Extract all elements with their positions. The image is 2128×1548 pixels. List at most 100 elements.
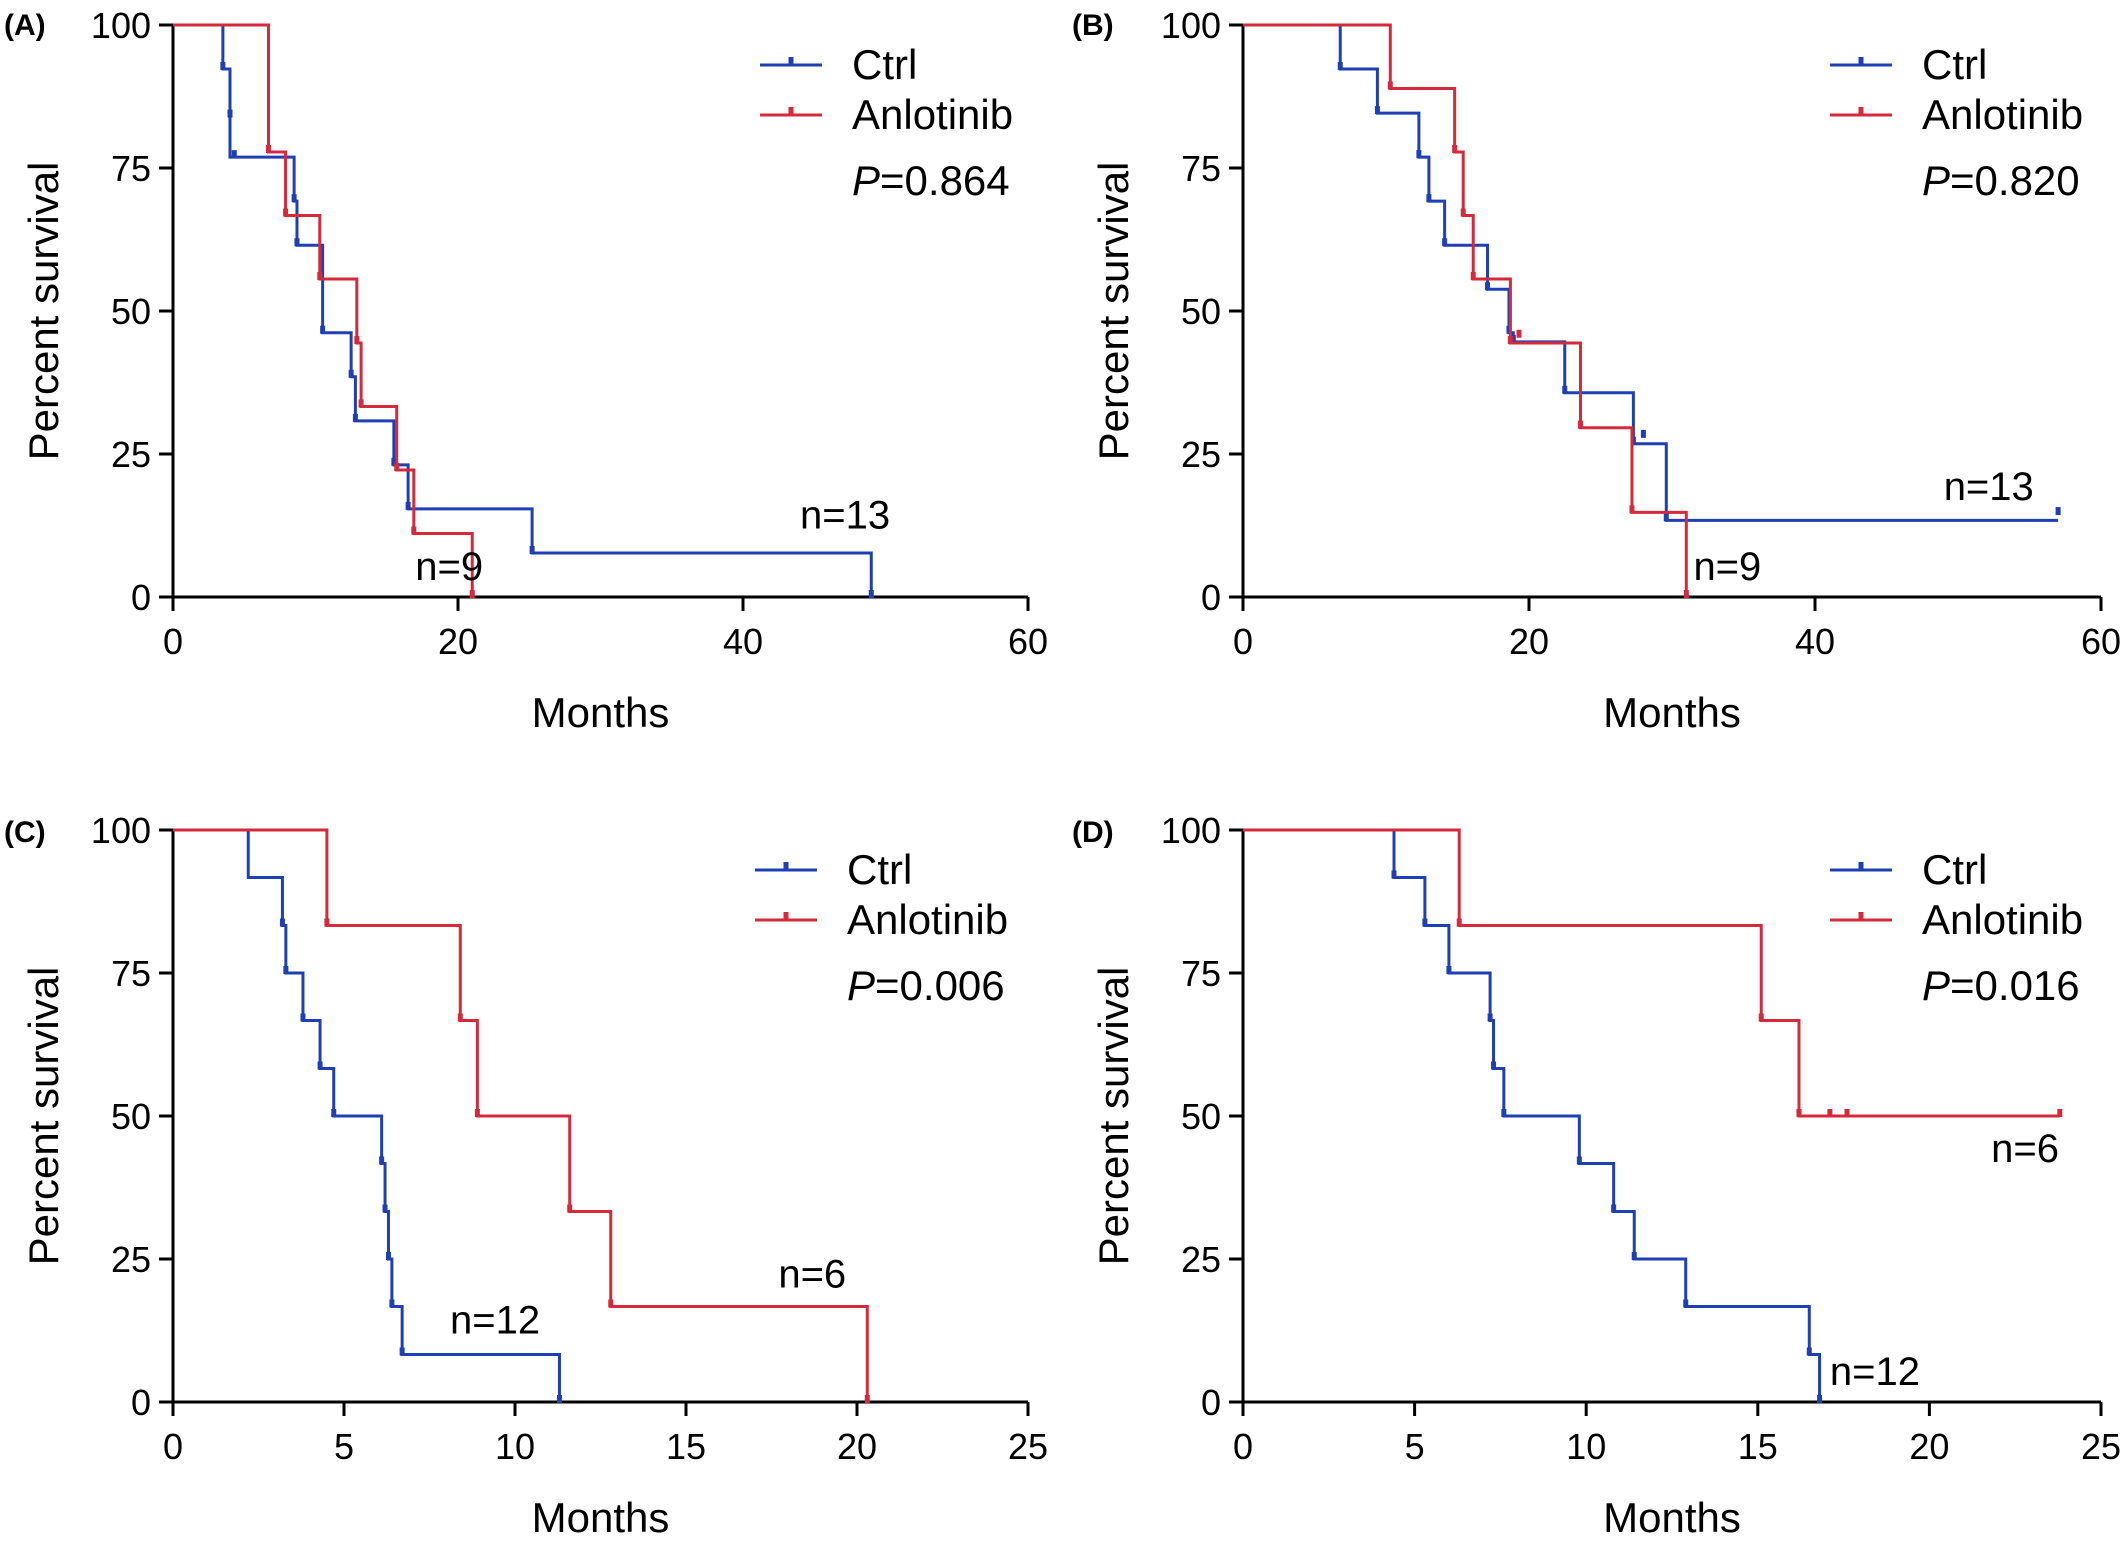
- series-ctrl: n=13: [1243, 23, 2061, 522]
- y-tick-label: 25: [1181, 1239, 1221, 1280]
- y-axis-title: Percent survival: [1090, 162, 1137, 461]
- x-tick-label: 0: [1233, 621, 1253, 662]
- y-tick-label: 0: [131, 577, 151, 618]
- x-axis-title: Months: [1603, 689, 1741, 736]
- y-axis-title: Percent survival: [20, 967, 67, 1266]
- legend-label-anlotinib: Anlotinib: [847, 896, 1008, 943]
- x-tick-label: 5: [334, 1426, 354, 1467]
- y-tick-label: 25: [1181, 434, 1221, 475]
- y-tick-label: 75: [1181, 953, 1221, 994]
- y-axis-title: Percent survival: [20, 162, 67, 461]
- x-axis-title: Months: [532, 689, 670, 736]
- y-tick-label: 50: [111, 1096, 151, 1137]
- y-tick-label: 75: [111, 953, 151, 994]
- y-tick-label: 100: [91, 5, 151, 46]
- x-tick-label: 20: [1509, 621, 1549, 662]
- n-label-anlotinib: n=9: [415, 545, 483, 589]
- p-value-number: =0.864: [880, 157, 1010, 204]
- series-anlotinib: n=9: [173, 23, 483, 598]
- series-ctrl: n=12: [173, 828, 562, 1403]
- y-tick-label: 50: [1181, 291, 1221, 332]
- p-value-symbol: P: [1922, 962, 1950, 1009]
- chart-panel-4: (D) 0 25 50 75 100 0 5 10 15 20 25 Months Percent sur…: [1072, 810, 2121, 1541]
- x-tick-label: 0: [163, 621, 183, 662]
- x-tick-label: 20: [1909, 1426, 1949, 1467]
- y-tick-label: 0: [1201, 1382, 1221, 1423]
- p-value-number: =0.006: [875, 962, 1005, 1009]
- series-ctrl: n=13: [173, 23, 890, 598]
- legend-label-ctrl: Ctrl: [1922, 846, 1987, 893]
- x-tick-label: 0: [1233, 1426, 1253, 1467]
- p-value: P=0.864: [852, 157, 1010, 204]
- p-value-symbol: P: [1922, 157, 1950, 204]
- x-tick-label: 60: [2081, 621, 2121, 662]
- y-tick-label: 50: [1181, 1096, 1221, 1137]
- x-tick-label: 15: [666, 1426, 706, 1467]
- x-tick-label: 25: [2081, 1426, 2121, 1467]
- panel-label: (A): [4, 9, 46, 42]
- n-label-ctrl: n=13: [800, 493, 890, 537]
- y-axis-title: Percent survival: [1090, 967, 1137, 1266]
- y-tick-label: 75: [111, 148, 151, 189]
- y-tick-label: 0: [131, 1382, 151, 1423]
- n-label-anlotinib: n=9: [1693, 545, 1761, 589]
- n-label-anlotinib: n=6: [1991, 1127, 2059, 1171]
- x-tick-label: 10: [1566, 1426, 1606, 1467]
- series-anlotinib: n=6: [173, 828, 870, 1403]
- p-value-symbol: P: [852, 157, 880, 204]
- x-tick-label: 20: [837, 1426, 877, 1467]
- x-tick-label: 15: [1738, 1426, 1778, 1467]
- series-anlotinib: n=9: [1243, 23, 1761, 598]
- n-label-ctrl: n=12: [1830, 1350, 1920, 1394]
- chart-panel-2: (B) 0 25 50 75 100 0 20 40 60 Months Percent surviv…: [1072, 5, 2121, 736]
- x-tick-label: 60: [1008, 621, 1048, 662]
- y-tick-label: 75: [1181, 148, 1221, 189]
- y-tick-label: 25: [111, 1239, 151, 1280]
- survival-curve-ctrl: [1243, 828, 1822, 1402]
- legend-label-anlotinib: Anlotinib: [1922, 91, 2083, 138]
- survival-curve-ctrl: [173, 23, 873, 597]
- x-tick-label: 40: [723, 621, 763, 662]
- n-label-ctrl: n=12: [450, 1298, 540, 1342]
- survival-curve-anlotinib: [1243, 828, 2060, 1118]
- legend-label-ctrl: Ctrl: [852, 41, 917, 88]
- p-value: P=0.016: [1922, 962, 2080, 1009]
- legend-label-anlotinib: Anlotinib: [1922, 896, 2083, 943]
- y-tick-label: 100: [1161, 5, 1221, 46]
- y-tick-label: 0: [1201, 577, 1221, 618]
- survival-curve-anlotinib: [1243, 23, 1688, 597]
- panel-label: (C): [4, 816, 46, 849]
- y-tick-label: 50: [111, 291, 151, 332]
- x-tick-label: 10: [495, 1426, 535, 1467]
- y-tick-label: 25: [111, 434, 151, 475]
- legend-label-anlotinib: Anlotinib: [852, 91, 1013, 138]
- p-value-number: =0.016: [1950, 962, 2080, 1009]
- legend-label-ctrl: Ctrl: [1922, 41, 1987, 88]
- series-anlotinib: n=6: [1243, 828, 2063, 1171]
- p-value-number: =0.820: [1950, 157, 2080, 204]
- n-label-anlotinib: n=6: [778, 1253, 846, 1297]
- series-ctrl: n=12: [1243, 828, 1920, 1403]
- survival-curve-ctrl: [1243, 23, 2059, 522]
- x-tick-label: 5: [1405, 1426, 1425, 1467]
- p-value: P=0.006: [847, 962, 1005, 1009]
- y-tick-label: 100: [1161, 810, 1221, 851]
- chart-panel-1: (A) 0 25 50 75 100 0 20 40 60 Months Percent surviv…: [4, 5, 1048, 736]
- x-tick-label: 20: [438, 621, 478, 662]
- x-tick-label: 40: [1795, 621, 1835, 662]
- p-value-symbol: P: [847, 962, 875, 1009]
- x-tick-label: 25: [1008, 1426, 1048, 1467]
- panel-label: (D): [1072, 816, 1114, 849]
- n-label-ctrl: n=13: [1944, 465, 2034, 509]
- x-axis-title: Months: [532, 1494, 670, 1541]
- p-value: P=0.820: [1922, 157, 2080, 204]
- chart-panel-3: (C) 0 25 50 75 100 0 5 10 15 20 25 Months Percent sur…: [4, 810, 1048, 1541]
- legend-label-ctrl: Ctrl: [847, 846, 912, 893]
- y-tick-label: 100: [91, 810, 151, 851]
- x-axis-title: Months: [1603, 1494, 1741, 1541]
